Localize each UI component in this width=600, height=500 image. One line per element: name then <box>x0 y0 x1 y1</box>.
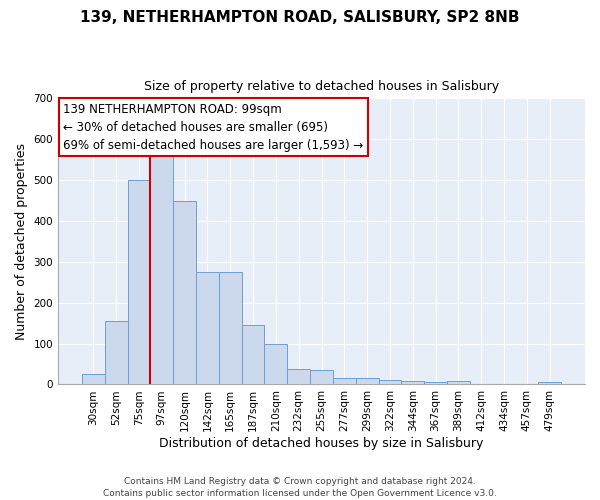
Y-axis label: Number of detached properties: Number of detached properties <box>15 143 28 340</box>
Bar <box>82 374 105 384</box>
Text: 139, NETHERHAMPTON ROAD, SALISBURY, SP2 8NB: 139, NETHERHAMPTON ROAD, SALISBURY, SP2 … <box>80 10 520 25</box>
Bar <box>401 381 424 384</box>
Bar <box>105 321 128 384</box>
Text: 139 NETHERHAMPTON ROAD: 99sqm
← 30% of detached houses are smaller (695)
69% of : 139 NETHERHAMPTON ROAD: 99sqm ← 30% of d… <box>64 102 364 152</box>
Bar <box>287 369 310 384</box>
X-axis label: Distribution of detached houses by size in Salisbury: Distribution of detached houses by size … <box>160 437 484 450</box>
Bar <box>310 370 333 384</box>
Bar <box>173 200 196 384</box>
Bar <box>447 381 470 384</box>
Bar <box>333 378 356 384</box>
Bar <box>356 378 379 384</box>
Bar <box>424 382 447 384</box>
Bar <box>128 180 151 384</box>
Text: Contains HM Land Registry data © Crown copyright and database right 2024.
Contai: Contains HM Land Registry data © Crown c… <box>103 476 497 498</box>
Bar <box>538 382 561 384</box>
Bar <box>151 150 173 384</box>
Title: Size of property relative to detached houses in Salisbury: Size of property relative to detached ho… <box>144 80 499 93</box>
Bar <box>379 380 401 384</box>
Bar <box>242 325 265 384</box>
Bar <box>196 272 219 384</box>
Bar <box>219 272 242 384</box>
Bar <box>265 344 287 384</box>
